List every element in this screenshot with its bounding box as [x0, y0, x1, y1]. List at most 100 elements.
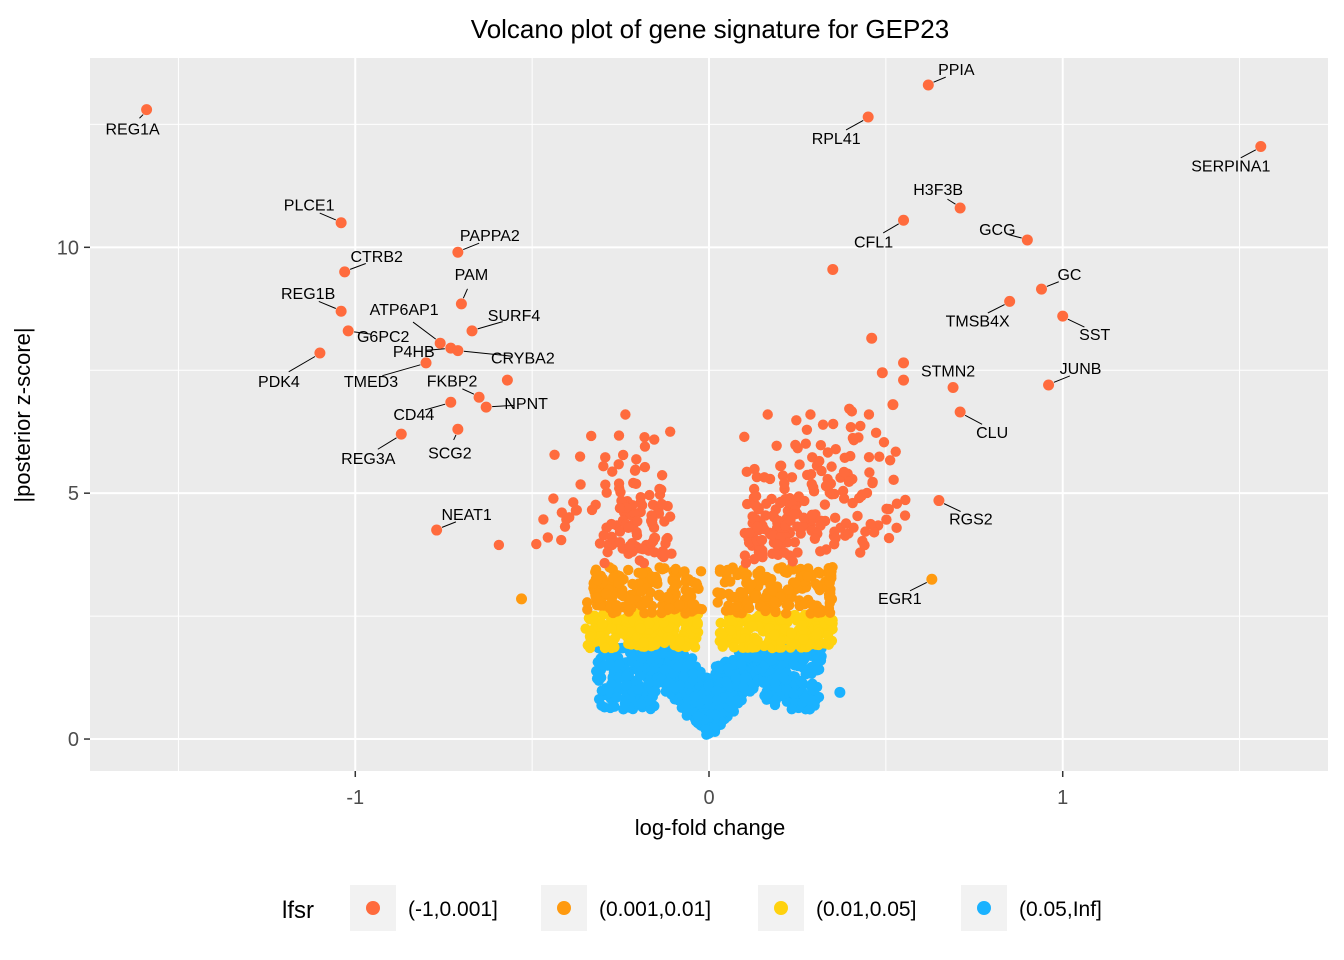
data-point: [750, 491, 762, 502]
data-point: [649, 532, 661, 544]
data-point: [652, 635, 664, 647]
data-point: [866, 332, 878, 344]
data-point: [703, 728, 715, 739]
data-point: [339, 266, 351, 278]
data-point: [621, 670, 632, 681]
data-point: [342, 325, 354, 337]
data-point: [770, 695, 781, 706]
y-tick-label: 10: [57, 237, 79, 259]
data-point: [590, 592, 602, 603]
data-point: [775, 460, 786, 472]
data-point: [787, 564, 799, 575]
data-point: [777, 470, 789, 481]
data-point: [829, 512, 841, 524]
data-point: [711, 685, 722, 696]
data-point: [637, 568, 648, 579]
data-point: [767, 585, 778, 596]
data-point: [800, 438, 812, 449]
gene-label: PDK4: [258, 374, 300, 391]
label-leader: [354, 331, 372, 335]
data-point: [725, 625, 737, 636]
data-point: [615, 487, 626, 498]
data-point: [696, 604, 708, 615]
data-point: [769, 678, 781, 689]
data-point: [678, 671, 689, 682]
data-point: [730, 601, 742, 612]
data-point: [735, 659, 747, 670]
data-point: [723, 588, 734, 600]
data-point: [635, 491, 646, 503]
data-point: [769, 548, 781, 559]
data-point: [883, 532, 895, 544]
data-point: [847, 432, 859, 444]
data-point: [624, 540, 635, 552]
data-point: [865, 518, 876, 530]
data-point: [809, 533, 821, 545]
data-point: [632, 516, 643, 527]
data-point: [780, 608, 792, 619]
data-point: [714, 662, 725, 673]
data-point: [741, 498, 753, 510]
gene-label: REG3A: [341, 451, 396, 468]
data-point: [635, 622, 646, 634]
data-point: [748, 513, 760, 524]
data-point: [750, 590, 761, 601]
data-point: [861, 487, 873, 499]
data-point: [799, 495, 810, 507]
legend-key-dot: [366, 901, 380, 915]
x-tick-label: 0: [703, 787, 714, 809]
gene-label: PAM: [455, 267, 488, 284]
data-point: [722, 662, 734, 674]
data-point: [493, 539, 505, 551]
data-point: [646, 515, 657, 527]
data-point: [452, 246, 464, 258]
data-point: [605, 702, 616, 714]
gene-label: REG1B: [281, 286, 335, 303]
label-leader: [1053, 375, 1071, 383]
data-point: [718, 638, 729, 650]
data-point: [771, 440, 782, 452]
gene-label: CTRB2: [350, 249, 403, 266]
label-leader: [933, 76, 946, 83]
background-points: [493, 403, 911, 740]
data-point: [623, 638, 634, 650]
data-point: [631, 454, 642, 465]
label-leader: [964, 414, 983, 425]
data-point: [601, 487, 612, 498]
data-point: [516, 593, 528, 605]
data-point: [714, 564, 726, 575]
data-point: [857, 535, 868, 547]
data-point: [863, 451, 875, 463]
data-point: [638, 557, 650, 569]
data-point: [625, 594, 636, 605]
data-point: [740, 651, 752, 663]
label-leader: [463, 350, 512, 357]
data-point: [815, 439, 827, 451]
data-point: [891, 522, 902, 534]
data-point: [752, 635, 763, 646]
data-point: [626, 653, 638, 664]
data-point: [613, 459, 624, 470]
label-leader: [882, 223, 899, 234]
x-axis-title: log-fold change: [635, 815, 785, 840]
data-point: [855, 420, 866, 432]
data-point: [638, 637, 649, 648]
data-point: [843, 476, 855, 488]
gene-label: P4HB: [393, 344, 435, 361]
data-point: [786, 628, 797, 639]
data-point: [653, 590, 665, 601]
data-point: [695, 566, 707, 577]
data-point: [606, 518, 617, 530]
label-leader: [1008, 234, 1022, 239]
y-tick-label: 5: [68, 483, 79, 505]
data-point: [570, 505, 582, 516]
data-point: [650, 571, 661, 583]
data-point: [899, 510, 911, 521]
data-point: [420, 357, 432, 369]
data-point: [898, 214, 910, 226]
data-point: [806, 599, 818, 610]
data-point: [680, 584, 691, 596]
label-leader: [463, 242, 480, 251]
data-point: [867, 478, 878, 489]
data-point: [775, 497, 786, 509]
